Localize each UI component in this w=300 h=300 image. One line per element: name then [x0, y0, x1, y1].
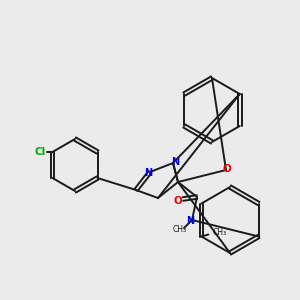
Text: Cl: Cl: [34, 147, 46, 157]
Text: CH₃: CH₃: [212, 228, 226, 237]
Text: N: N: [186, 216, 194, 226]
Text: O: O: [174, 196, 182, 206]
Text: N: N: [171, 157, 179, 167]
Text: CH₃: CH₃: [173, 226, 187, 235]
Text: O: O: [223, 164, 231, 174]
Text: N: N: [144, 168, 152, 178]
